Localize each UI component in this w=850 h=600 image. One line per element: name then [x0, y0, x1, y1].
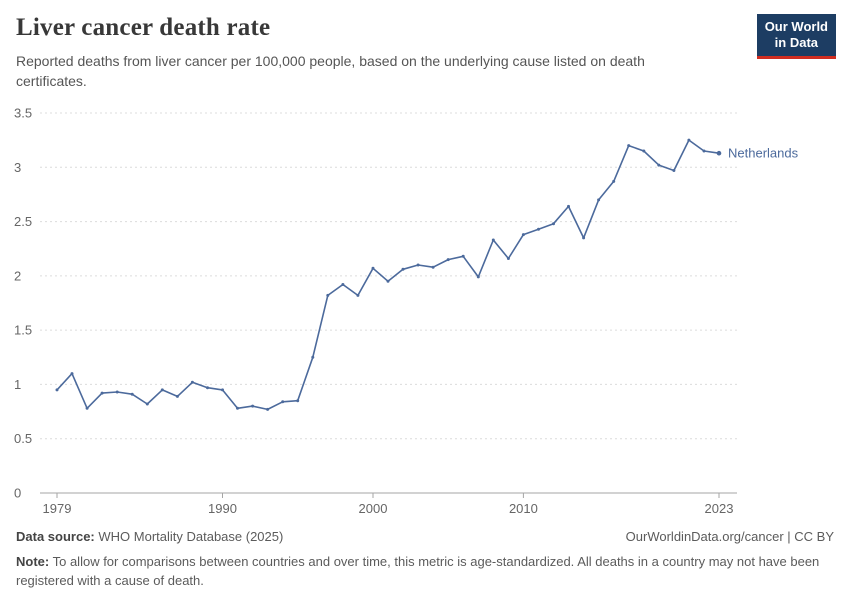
- data-point[interactable]: [461, 254, 465, 258]
- data-point[interactable]: [537, 227, 540, 231]
- data-point[interactable]: [236, 406, 239, 410]
- footnote: Note: To allow for comparisons between c…: [16, 553, 834, 591]
- data-point[interactable]: [642, 149, 646, 153]
- data-point[interactable]: [175, 394, 179, 398]
- data-point[interactable]: [702, 149, 706, 153]
- data-point[interactable]: [266, 407, 270, 411]
- x-tick-label: 2023: [705, 501, 734, 516]
- data-point[interactable]: [85, 406, 89, 410]
- chart-footer: Data source: WHO Mortality Database (202…: [16, 529, 834, 591]
- data-point[interactable]: [672, 169, 676, 172]
- x-tick-label: 1990: [208, 501, 237, 516]
- owid-logo[interactable]: Our World in Data: [756, 14, 836, 59]
- license-link[interactable]: OurWorldinData.org/cancer | CC BY: [625, 529, 834, 544]
- owid-logo-line1: Our World: [764, 19, 828, 34]
- data-point[interactable]: [221, 388, 224, 392]
- data-point[interactable]: [612, 179, 616, 183]
- data-point[interactable]: [145, 402, 149, 406]
- data-point[interactable]: [552, 222, 555, 226]
- x-tick-label: 2010: [509, 501, 538, 516]
- series-label-netherlands[interactable]: Netherlands: [728, 146, 799, 161]
- page-title: Liver cancer death rate: [16, 14, 271, 41]
- footer-row: Data source: WHO Mortality Database (202…: [16, 529, 834, 544]
- data-point[interactable]: [491, 238, 495, 242]
- data-point[interactable]: [401, 267, 405, 271]
- data-point[interactable]: [70, 372, 74, 376]
- title-block: Liver cancer death rate Reported deaths …: [16, 14, 686, 92]
- y-tick-label: 3.5: [14, 106, 32, 121]
- data-point[interactable]: [206, 386, 209, 390]
- data-point[interactable]: [476, 275, 480, 279]
- data-point[interactable]: [115, 390, 119, 394]
- data-point[interactable]: [446, 258, 450, 262]
- data-point[interactable]: [416, 263, 420, 267]
- data-point[interactable]: [431, 265, 435, 269]
- y-tick-label: 2: [14, 268, 21, 283]
- y-tick-label: 0: [14, 486, 21, 501]
- y-tick-label: 2.5: [14, 214, 32, 229]
- y-tick-label: 3: [14, 160, 21, 175]
- data-point[interactable]: [386, 279, 390, 283]
- data-point[interactable]: [311, 355, 315, 359]
- line-chart-svg[interactable]: 0 0.5 1 1.5 2 2.5 3 3.5 1979 1990 2000 2010 2023 Neth…: [0, 100, 850, 520]
- footnote-label: Note:: [16, 554, 50, 569]
- y-tick-label: 1: [14, 377, 21, 392]
- data-point[interactable]: [55, 388, 59, 392]
- data-source-text: WHO Mortality Database (2025): [98, 529, 284, 544]
- data-point[interactable]: [597, 198, 601, 202]
- data-point[interactable]: [687, 138, 691, 142]
- data-point[interactable]: [627, 144, 631, 148]
- data-point[interactable]: [657, 163, 661, 167]
- data-point[interactable]: [190, 380, 194, 384]
- data-point[interactable]: [326, 293, 330, 297]
- data-point[interactable]: [716, 150, 722, 156]
- data-point[interactable]: [160, 388, 164, 392]
- y-tick-label: 1.5: [14, 323, 32, 338]
- data-source-label: Data source:: [16, 529, 95, 544]
- x-tick-label: 1979: [43, 501, 72, 516]
- y-tick-label: 0.5: [14, 431, 32, 446]
- data-point[interactable]: [341, 283, 345, 286]
- data-point[interactable]: [506, 257, 510, 260]
- data-point[interactable]: [100, 391, 104, 395]
- data-source[interactable]: Data source: WHO Mortality Database (202…: [16, 529, 283, 544]
- data-point[interactable]: [567, 204, 570, 208]
- chart-header: Liver cancer death rate Reported deaths …: [16, 14, 836, 92]
- data-point[interactable]: [356, 293, 360, 297]
- data-point[interactable]: [582, 236, 586, 240]
- x-tick-label: 2000: [359, 501, 388, 516]
- footnote-text: To allow for comparisons between countri…: [16, 554, 820, 588]
- data-point[interactable]: [371, 266, 375, 270]
- data-point[interactable]: [296, 399, 300, 403]
- data-point[interactable]: [521, 233, 525, 237]
- owid-logo-line2: in Data: [774, 35, 819, 51]
- data-point[interactable]: [130, 392, 134, 396]
- chart-subtitle: Reported deaths from liver cancer per 10…: [16, 53, 645, 90]
- line-chart[interactable]: 0 0.5 1 1.5 2 2.5 3 3.5 1979 1990 2000 2010 2023 Neth…: [0, 100, 850, 520]
- data-point[interactable]: [251, 404, 255, 408]
- netherlands-line[interactable]: [56, 139, 720, 411]
- data-point[interactable]: [281, 400, 285, 404]
